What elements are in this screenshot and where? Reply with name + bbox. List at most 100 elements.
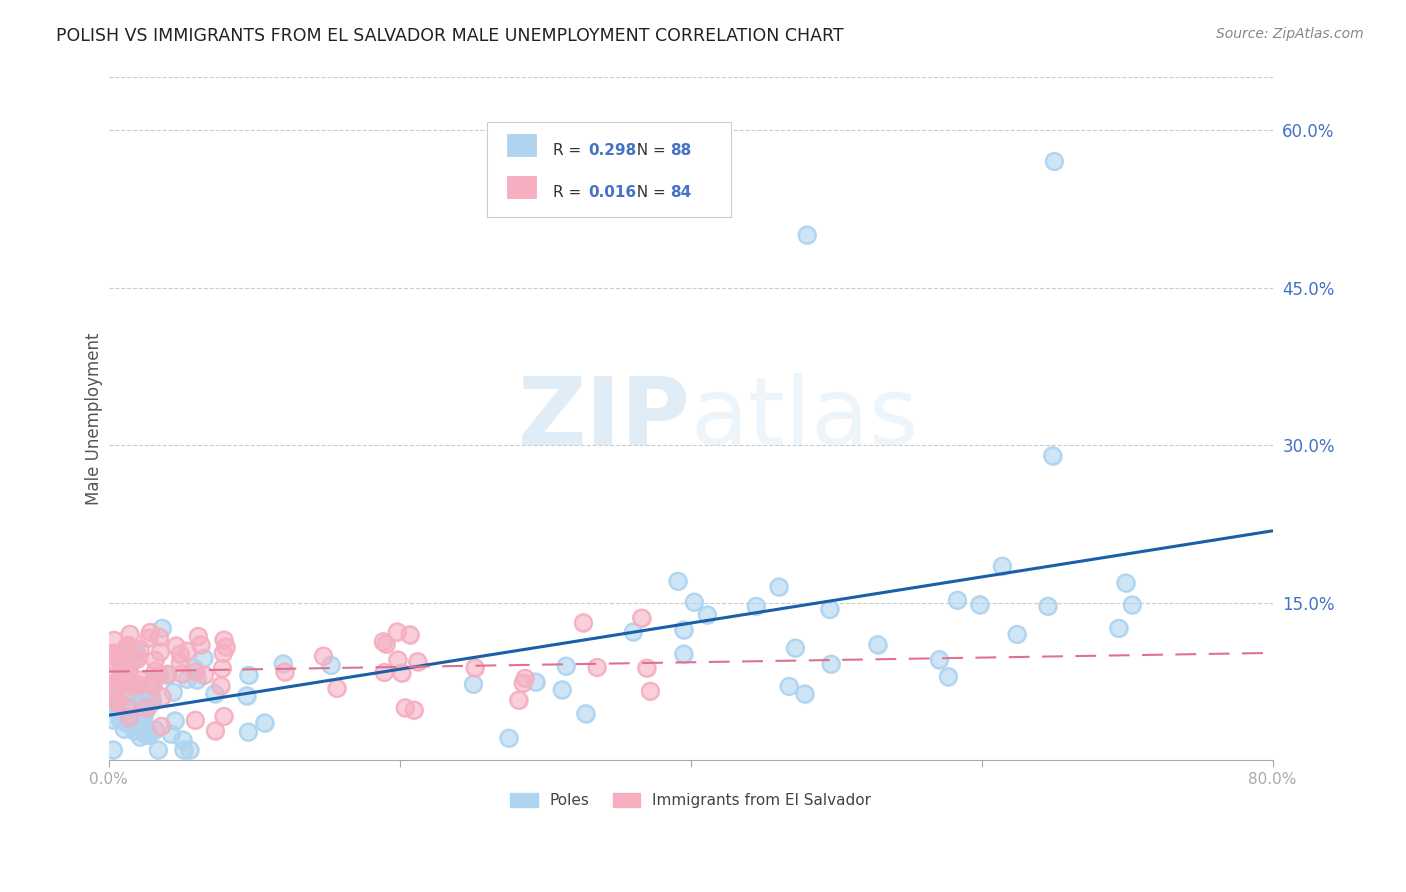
Point [129,690,152,704]
Point [138,690,160,705]
Point [820,657,842,672]
Point [796,228,818,243]
Point [150,719,173,733]
Point [118,627,141,641]
Point [672,623,695,637]
Point [938,669,960,683]
Point [169,647,191,661]
Point [818,602,841,616]
Point [125,652,148,666]
Point [572,615,595,630]
Point [636,661,658,675]
Point [666,574,689,589]
Point [124,718,146,732]
Point [373,665,395,680]
Point [513,671,536,685]
Point [125,651,148,665]
Point [125,643,148,657]
Point [143,664,166,678]
Text: N =: N = [627,185,671,200]
Point [135,723,157,738]
Point [143,723,166,737]
Point [319,658,342,673]
Point [103,676,125,690]
Point [274,665,297,679]
Point [107,693,129,707]
Point [513,671,536,685]
Point [115,666,138,681]
Point [212,709,235,723]
Point [186,673,208,687]
Point [696,607,718,622]
Text: R =: R = [554,185,586,200]
Point [187,629,209,643]
Point [139,625,162,640]
Point [796,228,818,243]
Point [138,690,160,705]
Point [150,690,173,704]
Text: N =: N = [627,144,671,159]
Point [139,677,162,691]
Point [121,675,143,690]
Point [115,716,138,731]
Point [132,706,155,720]
Point [121,679,143,693]
Point [122,723,145,738]
Point [103,633,125,648]
Point [793,687,815,701]
Point [103,646,125,660]
Point [326,681,349,696]
Point [112,661,135,675]
Point [190,638,212,652]
Point [125,645,148,659]
Point [672,623,695,637]
Point [103,654,125,668]
Point [103,633,125,648]
Point [406,655,429,669]
Point [103,646,125,660]
Point [512,676,534,690]
Point [135,723,157,738]
Point [778,680,800,694]
Point [125,643,148,657]
Point [115,699,138,714]
Point [391,665,413,680]
Point [1042,449,1064,463]
Point [212,632,235,647]
Text: atlas: atlas [690,373,920,465]
Point [143,653,166,667]
Point [132,706,155,720]
Point [630,611,652,625]
Point [464,660,486,674]
Point [104,683,127,698]
Point [463,677,485,691]
Point [818,602,841,616]
Point [498,731,520,746]
Point [103,713,125,727]
Point [238,668,260,682]
Point [148,630,170,644]
Point [186,673,208,687]
Point [132,709,155,723]
Point [173,743,195,757]
Text: Source: ZipAtlas.com: Source: ZipAtlas.com [1216,27,1364,41]
Point [141,695,163,709]
Point [508,693,530,707]
Point [176,644,198,658]
Point [212,632,235,647]
Point [169,656,191,670]
Point [211,661,233,675]
Point [103,677,125,691]
Point [946,593,969,607]
Point [103,657,125,671]
Point [162,685,184,699]
Point [820,657,842,672]
Point [135,727,157,741]
Point [112,644,135,658]
Point [118,710,141,724]
Point [524,675,547,690]
Point [793,687,815,701]
Point [928,652,950,666]
Point [785,640,807,655]
Point [156,667,179,681]
